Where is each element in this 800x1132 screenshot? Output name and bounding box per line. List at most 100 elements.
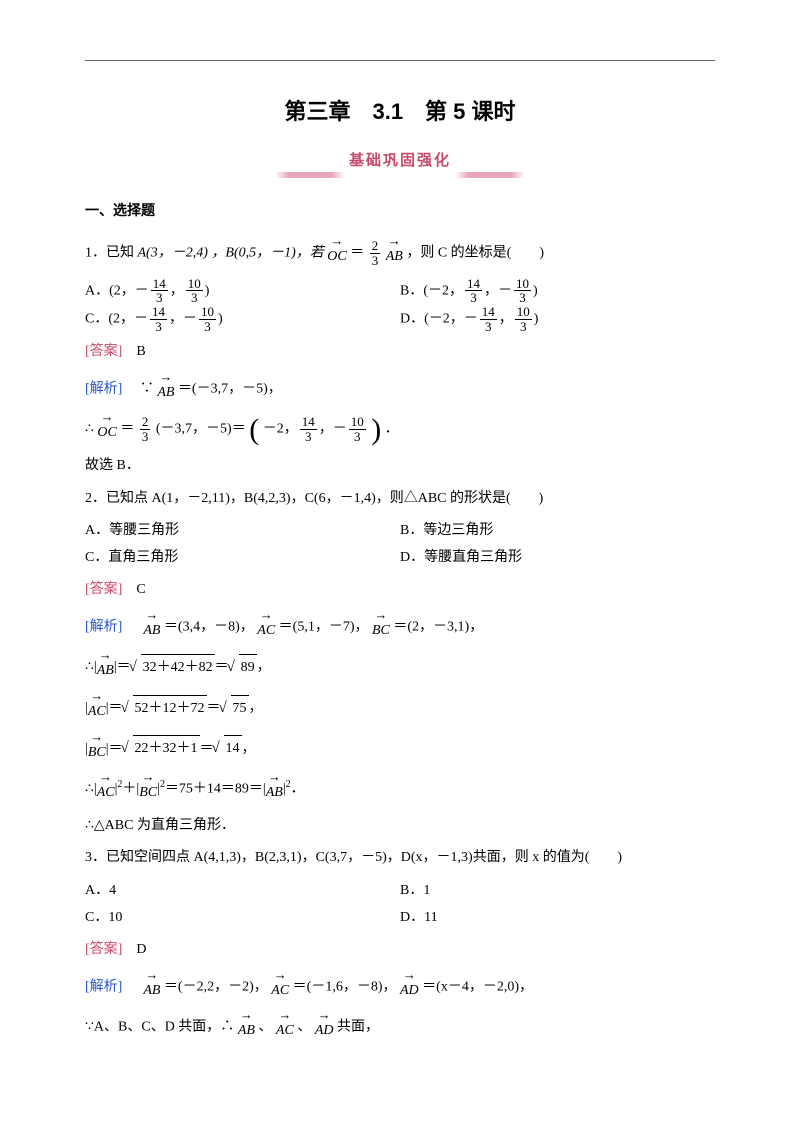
- rad: 75: [231, 695, 249, 723]
- answer-value: D: [122, 942, 146, 957]
- paren: ( －2，143，－103 ): [249, 415, 381, 443]
- vec: →AC: [257, 610, 275, 645]
- lp: (: [249, 421, 259, 439]
- vt: BC: [372, 623, 390, 638]
- vt: AC: [276, 1023, 294, 1038]
- q1-answer: [答案] B: [85, 339, 715, 366]
- f: 103: [515, 305, 532, 333]
- vt: AB: [143, 983, 160, 998]
- vt: AB: [143, 623, 160, 638]
- vt: AB: [266, 785, 283, 800]
- n: 14: [150, 305, 167, 319]
- q2-ana-2: ∴|→AB|＝32＋42＋82＝89，: [85, 650, 715, 685]
- q2-choices: A．等腰三角形 B．等边三角形 C．直角三角形 D．等腰直角三角形: [85, 518, 715, 571]
- n: 10: [515, 305, 532, 319]
- choice-c: C．直角三角形: [85, 545, 400, 572]
- choice-d: D．11: [400, 905, 715, 932]
- vt: AC: [88, 704, 106, 719]
- vt: OC: [97, 425, 116, 440]
- t: ∵: [126, 381, 154, 396]
- t: ，－: [169, 311, 197, 326]
- d: 3: [186, 290, 203, 305]
- vt: BC: [88, 745, 106, 760]
- vec: →BC: [139, 772, 157, 807]
- n: 14: [480, 305, 497, 319]
- answer-label: [答案]: [85, 344, 122, 359]
- t: 、: [297, 1020, 311, 1035]
- top-rule: [85, 60, 715, 61]
- sqrt: 89: [229, 654, 257, 682]
- vt: AC: [257, 623, 275, 638]
- vt: AB: [157, 385, 174, 400]
- choice-d: D．(－2，－143，103): [400, 305, 715, 333]
- d: 3: [300, 429, 317, 444]
- f: 143: [150, 305, 167, 333]
- t: ．: [385, 422, 399, 437]
- d: 3: [480, 319, 497, 334]
- sqrt: 32＋42＋82: [131, 654, 215, 682]
- num: 2: [370, 239, 381, 253]
- vec: →AC: [97, 772, 115, 807]
- d: 3: [465, 290, 482, 305]
- q3-ana-1: [解析] →AB ＝(－2,2，－2)， →AC ＝(－1,6，－8)， →AD…: [85, 970, 715, 1005]
- t: ，: [242, 741, 256, 756]
- d: 3: [150, 319, 167, 334]
- q1-ana-3: 故选 B．: [85, 453, 715, 480]
- q2-stem: 2．已知点 A(1，－2,11)，B(4,2,3)，C(6，－1,4)，则△AB…: [85, 486, 715, 513]
- rad: 89: [239, 654, 257, 682]
- vec: →AB: [143, 970, 160, 1005]
- answer-label: [答案]: [85, 582, 122, 597]
- rad: 14: [224, 735, 242, 763]
- t: ＝(2，－3,1)，: [393, 619, 483, 634]
- q2-ana-1: [解析] →AB ＝(3,4，－8)， →AC ＝(5,1，－7)， →BC ＝…: [85, 610, 715, 645]
- vec-text: AB: [386, 249, 403, 264]
- n: 10: [186, 277, 203, 291]
- vec: →AB: [157, 372, 174, 407]
- vec: →AB: [143, 610, 160, 645]
- t: ∴: [85, 422, 94, 437]
- t: ): [533, 283, 538, 298]
- q1-ana-2: ∴ →OC ＝ 23 (－3,7，－5)＝ ( －2，143，－103 ) ．: [85, 412, 715, 447]
- t: ，: [170, 283, 184, 298]
- f: 103: [186, 277, 203, 305]
- d: 3: [514, 290, 531, 305]
- text: ，则 C 的坐标是( ): [406, 246, 544, 261]
- sqrt: 52＋12＋72: [123, 695, 207, 723]
- choice-a: A．等腰三角形: [85, 518, 400, 545]
- f: 23: [140, 415, 151, 443]
- q1-choices: A．(2，－143，103) B．(－2，143，－103) C．(2，－143…: [85, 277, 715, 334]
- vt: AD: [315, 1023, 334, 1038]
- subtitle: 基础巩固强化: [345, 147, 455, 176]
- t: ＝(－3,7，－5)，: [178, 381, 282, 396]
- f: 103: [349, 415, 366, 443]
- vt: BC: [139, 785, 157, 800]
- t: ．: [291, 782, 305, 797]
- vec-ab: →AB: [386, 236, 403, 271]
- n: 10: [349, 415, 366, 429]
- d: 3: [151, 290, 168, 305]
- f: 103: [199, 305, 216, 333]
- vec: →AB: [266, 772, 283, 807]
- rad: 52＋12＋72: [133, 695, 207, 723]
- rp: ): [371, 421, 381, 439]
- n: 2: [140, 415, 151, 429]
- t: [126, 619, 140, 634]
- vt: AC: [271, 983, 289, 998]
- q1-stem: 1．已知 A(3，－2,4) ，B(0,5，－1)，若 →OC ＝ 23 →AB…: [85, 236, 715, 271]
- t: ＝(－1,6，－8)，: [293, 979, 397, 994]
- n: 14: [465, 277, 482, 291]
- sqrt: 75: [221, 695, 249, 723]
- q1-ana-1: [解析] ∵ →AB ＝(－3,7，－5)，: [85, 372, 715, 407]
- page-title: 第三章 3.1 第 5 课时: [85, 91, 715, 133]
- q2-ana-3: |→AC|＝52＋12＋72＝75，: [85, 691, 715, 726]
- t: 共面，: [337, 1020, 379, 1035]
- f: 143: [480, 305, 497, 333]
- choice-d: D．等腰直角三角形: [400, 545, 715, 572]
- choice-b: B．等边三角形: [400, 518, 715, 545]
- f: 143: [151, 277, 168, 305]
- fraction: 23: [370, 239, 381, 267]
- q3-stem: 3．已知空间四点 A(4,1,3)，B(2,3,1)，C(3,7，－5)，D(x…: [85, 845, 715, 872]
- t: ＝: [120, 422, 134, 437]
- d: 3: [140, 429, 151, 444]
- vec: →AC: [88, 691, 106, 726]
